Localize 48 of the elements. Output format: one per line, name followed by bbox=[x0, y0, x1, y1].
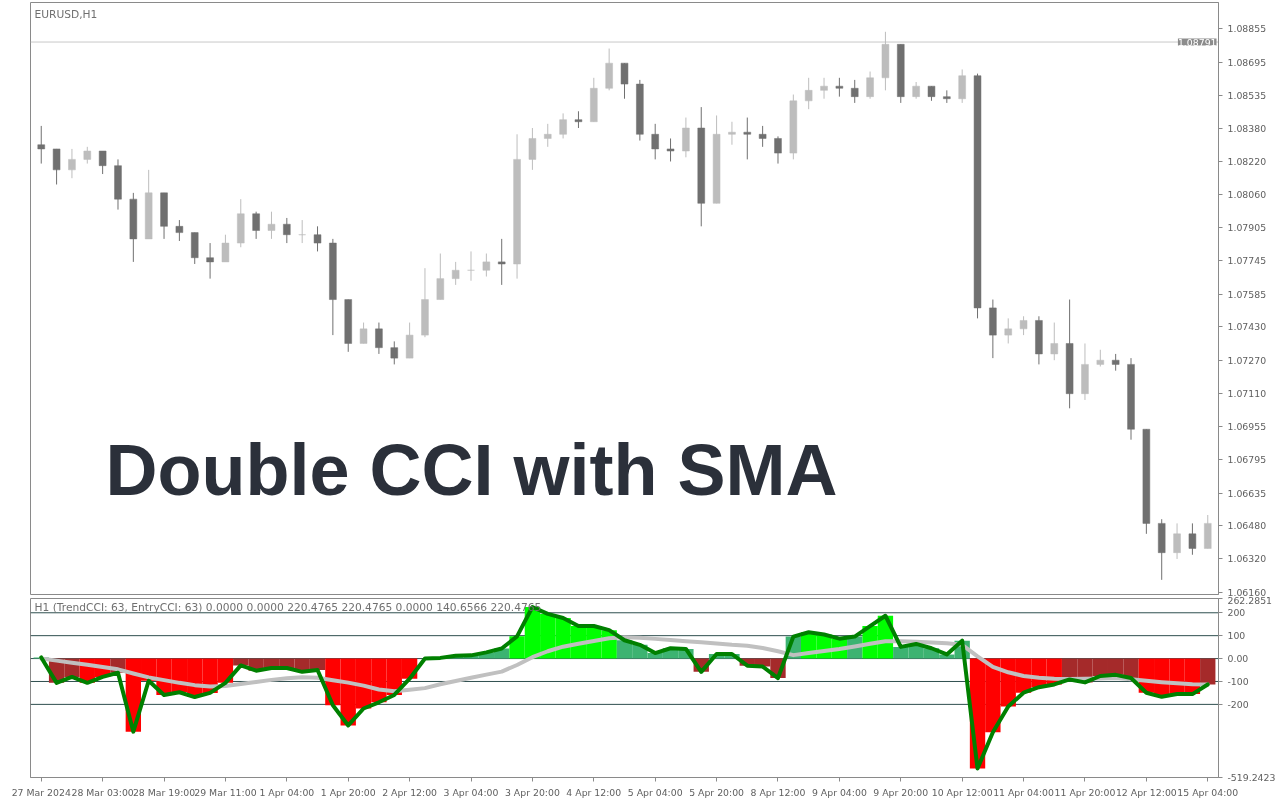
y-tick-label: 1.07745 bbox=[1227, 255, 1267, 267]
x-tick-label: 28 Mar 03:00 bbox=[71, 786, 134, 798]
x-tick-label: 2 Apr 12:00 bbox=[382, 786, 438, 798]
x-tick-label: 27 Mar 2024 bbox=[11, 786, 71, 798]
y-tick-label: 1.07430 bbox=[1227, 321, 1267, 333]
x-tick-label: 1 Apr 04:00 bbox=[259, 786, 315, 798]
x-tick-label: 15 Apr 04:00 bbox=[1177, 786, 1239, 798]
x-tick-label: 4 Apr 12:00 bbox=[566, 786, 622, 798]
y-tick-label: 1.06955 bbox=[1227, 420, 1267, 432]
x-tick-label: 5 Apr 20:00 bbox=[689, 786, 745, 798]
x-tick-label: 9 Apr 20:00 bbox=[873, 786, 929, 798]
y-tick-label: -200 bbox=[1227, 698, 1249, 710]
y-tick-label: 1.08535 bbox=[1227, 90, 1267, 102]
y-tick-label: 1.08060 bbox=[1227, 189, 1267, 201]
annotation: H1 (TrendCCI: 63, EntryCCI: 63) 0.0000 0.0000 220.4765 220.4765 0.0000 140.6566 220.4765 bbox=[34, 600, 542, 614]
y-tick-label: 1.08695 bbox=[1227, 56, 1267, 68]
x-tick-label: 10 Apr 12:00 bbox=[931, 786, 993, 798]
x-tick-label: 1 Apr 20:00 bbox=[320, 786, 376, 798]
x-tick-label: 11 Apr 20:00 bbox=[1054, 786, 1116, 798]
y-tick-label: 1.08380 bbox=[1227, 122, 1267, 134]
x-tick-label: 8 Apr 12:00 bbox=[750, 786, 806, 798]
y-tick-label: 1.07585 bbox=[1227, 288, 1267, 300]
x-tick-label: 3 Apr 04:00 bbox=[443, 786, 499, 798]
y-tick-label: -100 bbox=[1227, 675, 1249, 687]
annotation: EURUSD,H1 bbox=[34, 7, 98, 21]
ref-line-label: 1.08791 bbox=[1177, 36, 1217, 48]
y-tick-label: 1.06480 bbox=[1227, 519, 1267, 531]
x-tick-label: 12 Apr 12:00 bbox=[1115, 786, 1177, 798]
y-tick-label: 1.06160 bbox=[1227, 586, 1267, 598]
x-tick-label: 5 Apr 04:00 bbox=[627, 786, 683, 798]
y-tick-label: 1.06320 bbox=[1227, 553, 1267, 565]
y-tick-label: -519.2423 bbox=[1227, 772, 1276, 783]
y-tick-label: 1.07110 bbox=[1227, 388, 1267, 400]
y-tick-label: 1.07270 bbox=[1227, 354, 1267, 366]
y-tick-label: 200 bbox=[1227, 607, 1246, 619]
y-tick-label: 1.07905 bbox=[1227, 221, 1267, 233]
x-tick-label: 11 Apr 04:00 bbox=[993, 786, 1055, 798]
x-tick-label: 3 Apr 20:00 bbox=[504, 786, 560, 798]
y-tick-label: 1.08855 bbox=[1227, 23, 1267, 35]
x-tick-label: 29 Mar 11:00 bbox=[194, 786, 257, 798]
x-tick-label: 28 Mar 19:00 bbox=[132, 786, 196, 798]
text: Double CCI with SMA bbox=[105, 429, 838, 510]
y-tick-label: 1.08220 bbox=[1227, 155, 1267, 167]
y-tick-label: 1.06635 bbox=[1227, 487, 1267, 499]
y-tick-label: 100 bbox=[1227, 630, 1246, 642]
y-tick-label: 0.00 bbox=[1227, 653, 1249, 665]
x-tick-label: 9 Apr 04:00 bbox=[811, 786, 867, 798]
y-tick-label: 1.06795 bbox=[1227, 454, 1267, 466]
